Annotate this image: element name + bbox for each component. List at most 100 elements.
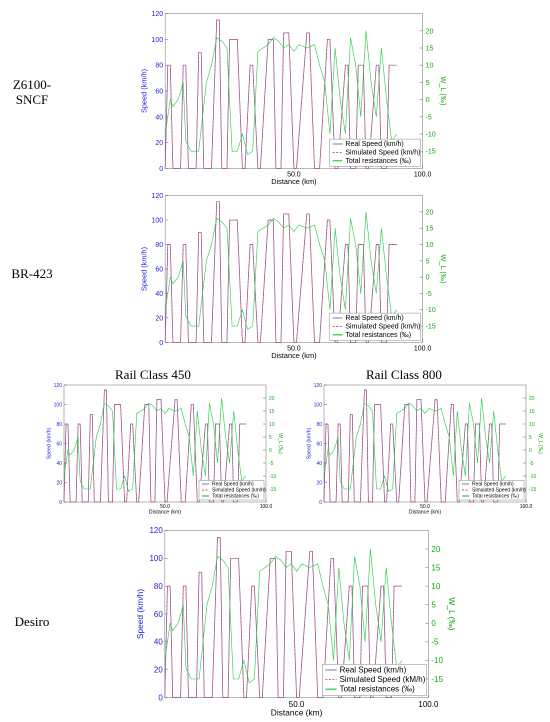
row-label-desiro: Desiro [14,614,50,629]
y2-tick-label-4: 5 [431,601,436,610]
y2-tick-label-5: 10 [269,422,275,428]
y-tick-label-4: 80 [155,63,163,70]
y-tick-label-1: 20 [154,666,163,675]
series-line-1 [323,389,506,503]
legend-label-0: Real Speed (km/h) [340,665,407,674]
chart-br423: 0 20 40 60 80 100 120 -15 -10 -5 0 5 10 15 20 50.0 100.0… [139,193,448,360]
y2-axis-label: W_L (‰) [439,76,448,105]
y2-tick-label-2: -5 [529,461,534,467]
y-tick-label-5: 100 [54,402,63,408]
series-line-2 [164,548,403,684]
y-tick-label-2: 40 [154,638,163,647]
y2-tick-label-2: -5 [426,291,432,298]
y-tick-label-4: 80 [316,422,322,428]
y-tick-label-4: 80 [155,242,163,249]
legend-box [329,312,421,341]
y-tick-label-6: 120 [152,11,164,18]
y-tick-label-2: 40 [155,291,163,298]
x-axis-label: Distance (km) [149,509,182,515]
y-tick-label-3: 60 [56,441,62,447]
y2-tick-label-6: 15 [431,563,440,572]
y2-tick-label-1: -10 [426,131,436,138]
y2-tick-label-7: 20 [431,545,440,554]
legend-label-1: Simulated Speed (kM/h) [340,675,426,684]
y2-tick-label-1: -10 [431,656,443,665]
x-tick-label-1: 100.0 [414,345,432,352]
legend-label-2: Total resistances (‰) [345,332,411,339]
y2-tick-label-3: 0 [431,619,436,628]
series-line-2 [323,397,507,493]
y2-tick-label-5: 10 [426,63,434,70]
y-tick-label-2: 40 [56,461,62,467]
y2-tick-label-0: -15 [426,149,436,156]
y-axis-label: Speed (km/h) [139,69,148,113]
y-tick-label-0: 0 [159,340,163,347]
y2-tick-label-1: -10 [426,307,436,314]
row-label-z6100: Z6100- SNCF [12,77,52,107]
y2-tick-label-3: 0 [529,448,532,454]
y2-tick-label-5: 10 [426,242,434,249]
y2-tick-label-5: 10 [529,422,535,428]
chart-desiro: 0 20 40 60 80 100 120 -15 -10 -5 0 5 10 15 20 50.0 100.0… [135,526,457,717]
legend-label-1: Simulated Speed (km/h) [212,488,266,494]
y2-tick-label-1: -10 [269,474,276,480]
y-tick-label-1: 20 [56,480,62,486]
y-tick-label-4: 80 [56,422,62,428]
y-tick-label-2: 40 [155,114,163,121]
y-tick-label-6: 120 [152,193,164,200]
y-tick-label-3: 60 [154,610,163,619]
y2-tick-label-2: -5 [431,638,439,647]
y-tick-label-6: 120 [54,383,63,389]
chart-rail-class-450: 0 20 40 60 80 100 120 -15 -10 -5 0 5 10 15 20 50.0 100.0… [47,383,284,516]
legend-box [458,480,525,501]
legend-label-0: Real Speed (km/h) [345,141,403,148]
y-tick-label-0: 0 [319,500,322,506]
legend-box [322,664,427,696]
y-tick-label-0: 0 [159,166,163,173]
x-tick-label-0: 50.0 [160,504,170,510]
legend-label-0: Real Speed (km/h) [212,482,254,488]
y-tick-label-6: 120 [314,383,323,389]
series-line-2 [63,397,247,493]
y-tick-label-5: 100 [152,37,164,44]
x-tick-label-1: 100.0 [418,700,439,709]
x-tick-label-0: 50.0 [287,345,301,352]
x-tick-label-0: 50.0 [287,171,301,178]
y-tick-label-0: 0 [158,693,163,702]
y2-tick-label-6: 15 [269,409,275,415]
y2-tick-label-0: -15 [426,324,436,331]
chart-rail-class-800: 0 20 40 60 80 100 120 -15 -10 -5 0 5 10 15 20 50.0 100.0… [307,383,544,516]
y2-tick-label-7: 20 [529,396,535,402]
y2-tick-label-0: -15 [529,487,536,493]
legend-label-0: Real Speed (km/h) [345,315,403,322]
y-axis-label: Speed (km/h) [307,427,313,459]
y2-tick-label-3: 0 [269,448,272,454]
series-line-1 [164,537,402,698]
y2-tick-label-6: 15 [426,45,434,52]
x-tick-label-1: 100.0 [260,504,273,510]
y-axis-label: Speed (km/h) [135,589,145,639]
series-line-2 [164,30,398,156]
y2-axis-label: W_L (‰) [277,433,283,454]
y-tick-label-4: 80 [154,582,163,591]
legend-box [329,138,421,167]
y2-tick-label-3: 0 [426,97,430,104]
series-line-2 [164,211,398,330]
y2-axis-label: W_L (‰) [439,254,448,283]
y-tick-label-5: 100 [152,218,164,225]
series-line-1 [164,19,397,169]
y-axis-label: Speed (km/h) [139,247,148,291]
y2-tick-label-7: 20 [269,396,275,402]
y-tick-label-0: 0 [59,500,62,506]
y2-tick-label-1: -10 [529,474,536,480]
x-axis-label: Distance (km) [271,177,316,186]
series-line-1 [164,201,397,343]
x-tick-label-0: 50.0 [289,700,305,709]
y2-tick-label-6: 15 [529,409,535,415]
legend-box [198,480,265,501]
x-tick-label-1: 100.0 [414,171,432,178]
x-tick-label-0: 50.0 [420,504,430,510]
legend-label-2: Total resistances (‰) [340,685,415,694]
panel-title-rail-class-800: Rail Class 800 [366,367,442,382]
y-tick-label-1: 20 [155,315,163,322]
